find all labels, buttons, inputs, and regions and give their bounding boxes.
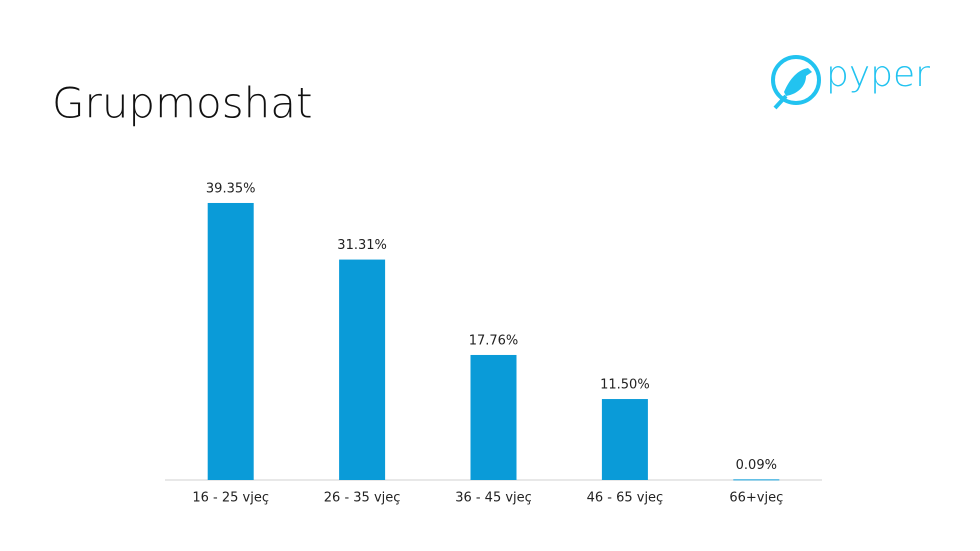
value-label: 17.76% — [469, 333, 519, 348]
value-label: 11.50% — [600, 378, 650, 393]
value-label: 31.31% — [337, 238, 387, 253]
x-tick-label: 46 - 65 vjeç — [587, 491, 664, 506]
x-tick-label: 66+vjeç — [729, 491, 783, 506]
logo-text: pyper — [826, 54, 930, 95]
x-tick-label: 16 - 25 vjeç — [192, 491, 269, 506]
bar — [207, 202, 254, 480]
x-tick-label: 36 - 45 vjeç — [455, 491, 532, 506]
bar — [733, 479, 780, 481]
value-label: 39.35% — [206, 181, 256, 196]
logo-icon — [771, 55, 821, 110]
bar — [601, 399, 648, 480]
value-label: 0.09% — [736, 458, 777, 473]
chart-title: Grupmoshat — [52, 79, 312, 128]
x-tick-label: 26 - 35 vjeç — [324, 491, 401, 506]
bar — [339, 259, 386, 480]
bar — [470, 354, 517, 480]
